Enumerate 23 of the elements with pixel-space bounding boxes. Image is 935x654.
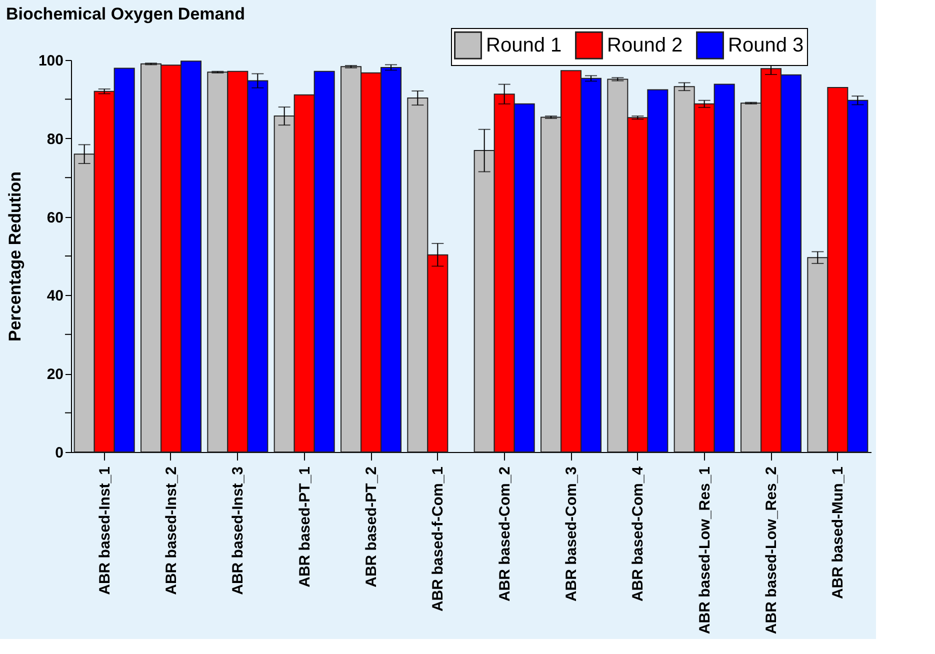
y-tick-label: 20 xyxy=(46,366,64,384)
y-tick-label: 40 xyxy=(46,288,64,305)
x-tick-label: ABR based-f-Com_1 xyxy=(430,466,447,612)
x-tick-label: ABR based-PT_2 xyxy=(363,466,380,588)
y-tick-label: 100 xyxy=(38,52,64,70)
x-tick-label: ABR based-Com_4 xyxy=(630,466,647,602)
x-tick-label: ABR based-Com_3 xyxy=(563,466,580,602)
x-tick-label: ABR based-Low_Res_2 xyxy=(763,466,780,634)
legend-label: Round 2 xyxy=(607,34,683,56)
y-tick-label: 0 xyxy=(55,444,64,462)
x-tick-label: ABR based-Inst_1 xyxy=(96,466,114,595)
y-axis-title: Percentage Redution xyxy=(5,171,24,342)
x-tick-label: ABR based-Inst_3 xyxy=(230,466,247,595)
x-tick-label: ABR based-Mun_1 xyxy=(830,466,847,600)
x-tick-label: ABR based-Low_Res_1 xyxy=(696,466,714,634)
legend-label: Round 1 xyxy=(486,34,562,56)
x-tick-label: ABR based-PT_1 xyxy=(296,466,314,588)
legend-label: Round 3 xyxy=(728,34,804,56)
chart-title: Biochemical Oxygen Demand xyxy=(6,4,246,24)
y-tick-label: 80 xyxy=(46,130,64,148)
y-tick-label: 60 xyxy=(46,209,64,226)
x-tick-label: ABR based-Com_2 xyxy=(496,466,514,602)
x-tick-label: ABR based-Inst_2 xyxy=(163,466,180,595)
